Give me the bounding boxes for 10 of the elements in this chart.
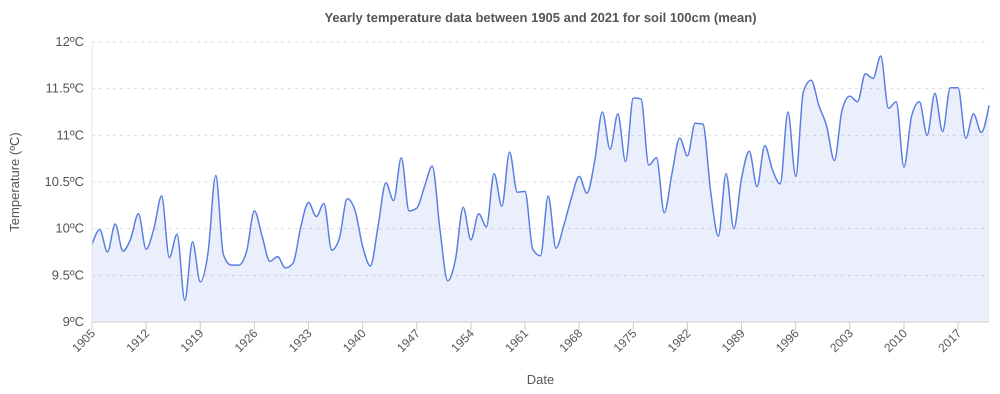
y-tick-label: 11ºC — [56, 127, 84, 142]
chart-title: Yearly temperature data between 1905 and 2021 for soil 100cm (mean) — [324, 10, 757, 25]
y-tick-label: 11.5ºC — [46, 80, 84, 96]
x-axis-title: Date — [526, 372, 554, 387]
y-tick-label: 10ºC — [55, 220, 84, 236]
y-tick-label: 10.5ºC — [44, 174, 84, 189]
y-tick-label: 12ºC — [55, 34, 84, 49]
y-axis-title: Temperature (ºC) — [7, 132, 22, 232]
y-tick-label: 9.5ºC — [52, 267, 84, 282]
y-tick-label: 9ºC — [62, 314, 84, 329]
